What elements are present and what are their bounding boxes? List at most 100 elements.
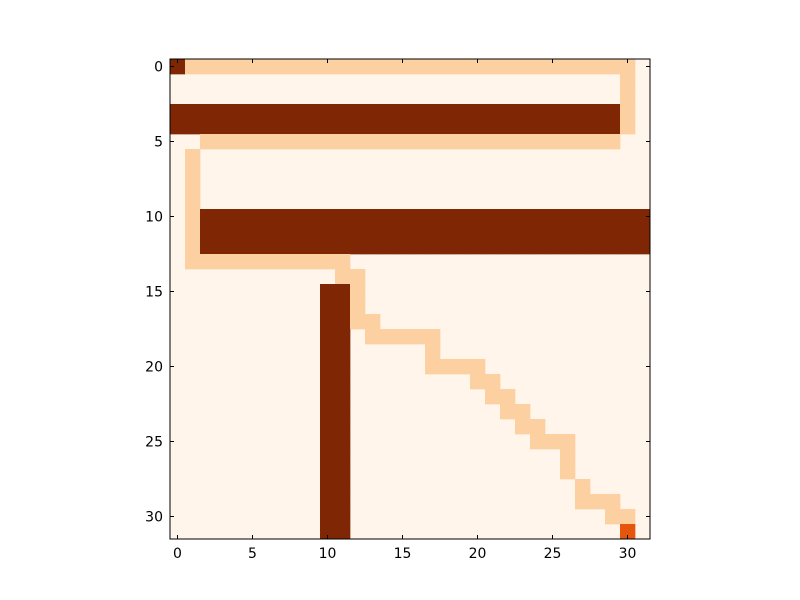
heatmap-cell-path-r16-c12 xyxy=(350,299,366,315)
heatmap-cell-path-r20-c20 xyxy=(470,359,486,375)
heatmap-cell-path-r29-c27 xyxy=(575,494,591,510)
heatmap-cell-wall-r10-c12 xyxy=(350,209,366,225)
heatmap-cell-wall-r26-c11 xyxy=(335,449,351,465)
heatmap-cell-wall-r11-c19 xyxy=(455,224,471,240)
heatmap-cell-wall-r12-c6 xyxy=(260,239,276,255)
heatmap-cell-path-r23-c23 xyxy=(515,404,531,420)
heatmap-cell-wall-r12-c3 xyxy=(215,239,231,255)
heatmap-cell-path-r5-c13 xyxy=(365,134,381,150)
heatmap-cell-path-r0-c27 xyxy=(575,59,591,75)
heatmap-cell-path-r17-c12 xyxy=(350,314,366,330)
heatmap-cell-path-r22-c21 xyxy=(485,389,501,405)
heatmap-cell-wall-r3-c25 xyxy=(545,104,561,120)
heatmap-cell-wall-r3-c6 xyxy=(260,104,276,120)
heatmap-cell-wall-r12-c18 xyxy=(440,239,456,255)
heatmap-cell-wall-r25-c10 xyxy=(320,434,336,450)
y-tick-label-25: 25 xyxy=(145,435,163,451)
heatmap-cell-wall-r10-c7 xyxy=(275,209,291,225)
heatmap-cell-wall-r4-c0 xyxy=(170,119,186,135)
axis-tick-labels: 0 5 10 15 20 25 30 0 5 10 15 20 25 30 xyxy=(145,60,636,563)
heatmap-cell-wall-r11-c9 xyxy=(305,224,321,240)
heatmap-cell-wall-r4-c8 xyxy=(290,119,306,135)
heatmap-cell-wall-r11-c12 xyxy=(350,224,366,240)
heatmap-cell-wall-r11-c27 xyxy=(575,224,591,240)
heatmap-cell-wall-r4-c2 xyxy=(200,119,216,135)
heatmap-cell-path-r0-c25 xyxy=(545,59,561,75)
heatmap-cell-path-r7-c1 xyxy=(185,164,201,180)
heatmap-cell-wall-r11-c7 xyxy=(275,224,291,240)
heatmap-cell-wall-r10-c8 xyxy=(290,209,306,225)
heatmap-cell-path-r0-c2 xyxy=(200,59,216,75)
heatmap-cell-path-r5-c17 xyxy=(425,134,441,150)
heatmap-cell-path-r21-c21 xyxy=(485,374,501,390)
heatmap-cell-path-r13-c3 xyxy=(215,254,231,270)
heatmap-cell-wall-r12-c13 xyxy=(365,239,381,255)
heatmap-cell-wall-r10-c6 xyxy=(260,209,276,225)
y-tick-label-15: 15 xyxy=(145,285,163,301)
x-tick-label-20: 20 xyxy=(469,546,487,562)
heatmap-cell-wall-r11-c14 xyxy=(380,224,396,240)
heatmap-cell-path-r24-c23 xyxy=(515,419,531,435)
heatmap-cell-path-r18-c13 xyxy=(365,329,381,345)
heatmap-cell-path-r0-c17 xyxy=(425,59,441,75)
heatmap-cell-path-r0-c12 xyxy=(350,59,366,75)
heatmap-cell-wall-r4-c18 xyxy=(440,119,456,135)
heatmap-cell-wall-r11-c29 xyxy=(605,224,621,240)
heatmap-cell-path-r5-c20 xyxy=(470,134,486,150)
heatmap-cell-wall-r3-c13 xyxy=(365,104,381,120)
heatmap-cell-wall-r11-c26 xyxy=(560,224,576,240)
heatmap-cell-wall-r3-c28 xyxy=(590,104,606,120)
heatmap-cell-wall-r4-c1 xyxy=(185,119,201,135)
heatmap-cell-path-r13-c4 xyxy=(230,254,246,270)
heatmap-cell-path-r5-c25 xyxy=(545,134,561,150)
heatmap-cell-wall-r12-c20 xyxy=(470,239,486,255)
heatmap-cell-path-r0-c6 xyxy=(260,59,276,75)
heatmap-cell-wall-r10-c10 xyxy=(320,209,336,225)
heatmap-cell-wall-r10-c18 xyxy=(440,209,456,225)
heatmap-cell-path-r0-c8 xyxy=(290,59,306,75)
heatmap-cell-wall-r4-c20 xyxy=(470,119,486,135)
heatmap-cell-wall-r4-c22 xyxy=(500,119,516,135)
heatmap-cell-wall-r12-c2 xyxy=(200,239,216,255)
heatmap-cell-path-r13-c6 xyxy=(260,254,276,270)
heatmap-cell-wall-r27-c11 xyxy=(335,464,351,480)
heatmap-cell-wall-r18-c11 xyxy=(335,329,351,345)
heatmap-cell-wall-r16-c11 xyxy=(335,299,351,315)
heatmap-cell-wall-r20-c11 xyxy=(335,359,351,375)
heatmap-cell-wall-r11-c25 xyxy=(545,224,561,240)
heatmap-cell-wall-r3-c26 xyxy=(560,104,576,120)
heatmap-cell-wall-r16-c10 xyxy=(320,299,336,315)
heatmap-cell-wall-r10-c29 xyxy=(605,209,621,225)
heatmap-cell-wall-r3-c5 xyxy=(245,104,261,120)
heatmap-cell-wall-r10-c9 xyxy=(305,209,321,225)
heatmap-cell-wall-r10-c5 xyxy=(245,209,261,225)
heatmap-cell-path-r24-c24 xyxy=(530,419,546,435)
heatmap-cell-wall-r11-c20 xyxy=(470,224,486,240)
heatmap-cell-wall-r4-c6 xyxy=(260,119,276,135)
y-tick-label-20: 20 xyxy=(145,360,163,376)
heatmap-cell-wall-r10-c4 xyxy=(230,209,246,225)
heatmap-cell-path-r0-c26 xyxy=(560,59,576,75)
heatmap-cell-wall-r10-c3 xyxy=(215,209,231,225)
heatmap-cell-path-r5-c3 xyxy=(215,134,231,150)
heatmap-cell-wall-r3-c12 xyxy=(350,104,366,120)
heatmap-cell-wall-r23-c11 xyxy=(335,404,351,420)
heatmap-cell-wall-r3-c0 xyxy=(170,104,186,120)
heatmap-cell-wall-r12-c17 xyxy=(425,239,441,255)
heatmap-cell-wall-r11-c16 xyxy=(410,224,426,240)
heatmap-cell-wall-r12-c8 xyxy=(290,239,306,255)
heatmap-cell-wall-r3-c21 xyxy=(485,104,501,120)
heatmap-cell-path-r25-c25 xyxy=(545,434,561,450)
heatmap-cell-path-r21-c20 xyxy=(470,374,486,390)
heatmap-cell-wall-r4-c9 xyxy=(305,119,321,135)
heatmap-cell-wall-r31-c11 xyxy=(335,524,351,540)
heatmap-cell-wall-r10-c21 xyxy=(485,209,501,225)
heatmap-cell-path-r5-c24 xyxy=(530,134,546,150)
heatmap-cell-path-r29-c29 xyxy=(605,494,621,510)
heatmap-cell-path-r0-c21 xyxy=(485,59,501,75)
heatmap-cell-wall-r11-c21 xyxy=(485,224,501,240)
heatmap-cell-path-r5-c27 xyxy=(575,134,591,150)
heatmap-cell-wall-r30-c10 xyxy=(320,509,336,525)
heatmap-cell-wall-r10-c23 xyxy=(515,209,531,225)
